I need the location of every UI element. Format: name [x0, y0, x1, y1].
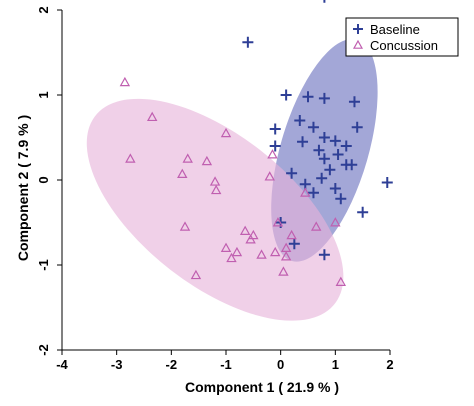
point-concussion [248, 229, 259, 240]
point-baseline [288, 238, 300, 250]
point-concussion [267, 149, 278, 159]
y-axis-label: Component 2 ( 7.9 % ) [15, 115, 31, 261]
point-baseline [324, 164, 336, 176]
point-concussion [231, 246, 243, 257]
point-concussion [209, 176, 221, 186]
point-concussion [179, 221, 191, 231]
point-concussion [280, 251, 292, 261]
point-baseline [318, 92, 330, 104]
point-concussion [201, 155, 213, 166]
point-baseline [242, 36, 254, 48]
point-concussion [286, 229, 297, 240]
point-baseline [318, 249, 330, 261]
y-tick-label: 1 [36, 91, 51, 98]
point-concussion [190, 269, 202, 280]
point-concussion [269, 246, 281, 257]
legend-box [345, 17, 459, 57]
x-tick-label: 1 [332, 357, 339, 372]
point-baseline [269, 123, 281, 135]
legend-label-baseline: Baseline [370, 22, 420, 37]
point-concussion [300, 187, 311, 197]
point-baseline [280, 89, 292, 101]
point-baseline [335, 193, 347, 205]
point-concussion [182, 153, 193, 163]
point-baseline [269, 140, 281, 152]
point-concussion [239, 225, 251, 235]
point-concussion [272, 217, 284, 227]
point-concussion [256, 249, 267, 259]
point-baseline [318, 153, 330, 165]
point-baseline [307, 187, 319, 199]
axes: -4 -3 -2 -1 0 1 2 -2 -1 0 1 2 [36, 6, 394, 372]
point-baseline [316, 172, 328, 184]
point-baseline [297, 136, 309, 148]
point-baseline [346, 159, 358, 171]
point-concussion [125, 153, 136, 163]
point-concussion [310, 221, 322, 231]
point-baseline [348, 96, 360, 108]
point-baseline [357, 206, 369, 218]
point-concussion [220, 127, 232, 138]
point-baseline [329, 135, 341, 147]
point-baseline [313, 144, 325, 156]
y-tick-label: 0 [36, 176, 51, 183]
point-baseline [286, 167, 298, 179]
point-concussion [119, 76, 131, 87]
y-tick-label: -1 [36, 259, 51, 271]
legend-marker-concussion [352, 39, 364, 49]
point-concussion [210, 184, 222, 195]
point-concussion [335, 276, 347, 286]
x-tick-label: -3 [111, 357, 123, 372]
x-tick-label: 2 [386, 357, 393, 372]
point-baseline [340, 140, 352, 152]
point-baseline [307, 121, 319, 133]
points-layer [119, 0, 393, 286]
x-tick-label: 0 [277, 357, 284, 372]
legend-marker-baseline [353, 24, 363, 34]
point-concussion [146, 111, 158, 122]
point-concussion [177, 168, 188, 179]
point-concussion [226, 252, 237, 263]
point-baseline [302, 91, 314, 103]
legend-label-concussion: Concussion [370, 38, 438, 53]
x-tick-label: -4 [56, 357, 68, 372]
ellipse-concussion [86, 98, 344, 321]
point-baseline [294, 115, 306, 126]
x-tick-label: -1 [220, 357, 232, 372]
point-concussion [330, 217, 341, 227]
point-concussion [264, 171, 275, 181]
x-axis-label: Component 1 ( 21.9 % ) [185, 379, 339, 395]
point-baseline [318, 132, 330, 143]
point-baseline [332, 149, 344, 160]
point-baseline [381, 177, 393, 189]
point-concussion [220, 242, 232, 252]
point-concussion [278, 266, 289, 276]
y-tick-label: 2 [36, 6, 51, 13]
y-tick-label: -2 [36, 344, 51, 356]
point-baseline [351, 121, 363, 133]
x-tick-label: -2 [166, 357, 178, 372]
point-baseline [323, 0, 326, 3]
point-baseline [329, 183, 341, 194]
